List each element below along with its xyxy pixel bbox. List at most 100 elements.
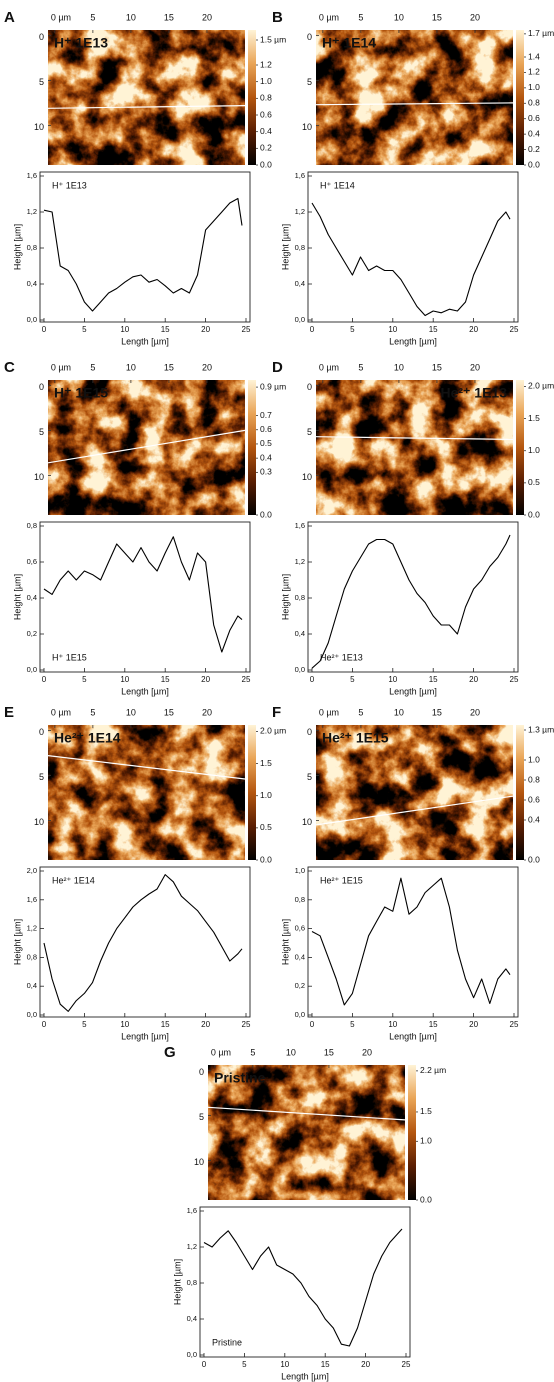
colorbar-label: 0.6 [260, 424, 272, 434]
y-tick-label: 1,6 [187, 1206, 197, 1215]
y-tick-label: 10 [34, 817, 44, 827]
map-title: H⁺ 1E14 [322, 35, 376, 51]
x-tick-label: 20 [201, 675, 210, 684]
colorbar-label: 2.0 µm [260, 726, 286, 736]
x-tick-label: 10 [388, 1020, 397, 1029]
colorbar-label: 0.7 [260, 410, 272, 420]
x-axis-label: Length [µm] [389, 336, 437, 346]
x-tick-label: 15 [321, 1360, 330, 1369]
y-tick-label: 1,2 [295, 557, 305, 566]
profile-line [47, 755, 246, 780]
y-tick-label: 5 [307, 427, 312, 437]
y-tick-label: 10 [302, 122, 312, 132]
y-tick-label: 0,2 [27, 629, 37, 638]
x-tick-label: 15 [432, 12, 442, 22]
colorbar-label: 0.5 [260, 438, 272, 448]
y-tick-label: 0 [39, 32, 44, 42]
colorbar-label: 0.4 [528, 814, 540, 824]
profile-line [315, 102, 514, 106]
height-profile [43, 536, 243, 653]
y-tick-label: 1,2 [27, 207, 37, 216]
panel: G Pristine 0 µm 5 10 15 20 0 5 10 2.2 µm 1.5 1.0 0.0 0… [164, 1044, 446, 1381]
profile-annotation: Pristine [212, 1337, 242, 1347]
colorbar-label: 0.4 [260, 126, 272, 136]
afm-map [48, 30, 245, 165]
x-tick-label: 20 [469, 675, 478, 684]
colorbar-label: 1.0 [528, 445, 540, 455]
y-tick-label: 0 [307, 382, 312, 392]
x-tick-label: 5 [90, 12, 95, 22]
x-tick-label: 15 [161, 325, 170, 334]
x-tick-label: 15 [161, 1020, 170, 1029]
colorbar [248, 30, 256, 165]
y-tick-label: 0,4 [295, 629, 305, 638]
profile-line [47, 429, 246, 464]
x-tick-label: 0 µm [211, 1047, 231, 1057]
panel: F He²⁺ 1E15 0 µm 5 10 15 20 0 5 10 1.3 µm 1.0 0.8 0.6… [272, 704, 554, 1041]
y-tick-label: 0,8 [27, 952, 37, 961]
x-tick-label: 20 [202, 12, 212, 22]
y-tick-label: 0,0 [295, 1010, 305, 1019]
y-tick-label: 5 [307, 77, 312, 87]
x-tick-label: 20 [469, 325, 478, 334]
plot-frame [199, 1206, 411, 1358]
y-tick-label: 0,0 [187, 1350, 197, 1359]
afm-map [48, 725, 245, 860]
colorbar [516, 380, 524, 515]
map-title: He²⁺ 1E14 [54, 730, 121, 746]
colorbar-label: 0.6 [260, 109, 272, 119]
x-tick-label: 15 [324, 1047, 334, 1057]
x-tick-label: 0 [202, 1360, 207, 1369]
colorbar-label: 1.5 [420, 1106, 432, 1116]
colorbar-label: 0.5 [528, 477, 540, 487]
y-tick-label: 0 [199, 1067, 204, 1077]
x-tick-label: 10 [120, 675, 129, 684]
colorbar [248, 725, 256, 860]
y-tick-label: 0,0 [27, 315, 37, 324]
afm-map [316, 30, 513, 165]
x-axis-label: Length [µm] [281, 1371, 329, 1381]
panel: E He²⁺ 1E14 0 µm 5 10 15 20 0 5 10 2.0 µm 1.5 1.0 0.5… [4, 704, 286, 1041]
colorbar-label: 0.8 [528, 774, 540, 784]
y-axis-label: Height [µm] [280, 574, 290, 620]
afm-map [48, 380, 245, 515]
x-tick-label: 25 [242, 325, 251, 334]
panel-label: B [272, 9, 283, 26]
x-tick-label: 5 [82, 675, 87, 684]
colorbar-label: 0.0 [420, 1194, 432, 1204]
x-tick-label: 15 [164, 12, 174, 22]
y-tick-label: 0,4 [27, 981, 37, 990]
colorbar-label: 0.0 [528, 159, 540, 169]
colorbar-label: 0.3 [260, 467, 272, 477]
x-tick-label: 20 [202, 362, 212, 372]
panel-label: A [4, 9, 15, 26]
y-tick-label: 0,4 [295, 952, 305, 961]
x-tick-label: 0 [310, 675, 315, 684]
x-tick-label: 25 [510, 325, 519, 334]
colorbar-label: 0.8 [528, 98, 540, 108]
y-axis-label: Height [µm] [12, 224, 22, 270]
plot-frame [39, 171, 251, 323]
y-tick-label: 1,6 [295, 521, 305, 530]
panel: B H⁺ 1E14 0 µm 5 10 15 20 0 5 10 1.7 µm 1.4 1.2 1.0 0.… [272, 9, 554, 346]
x-tick-label: 10 [126, 362, 136, 372]
x-tick-label: 25 [242, 675, 251, 684]
y-tick-label: 1,6 [27, 895, 37, 904]
y-tick-label: 0,8 [295, 895, 305, 904]
colorbar-label: 0.5 [260, 822, 272, 832]
map-title: He²⁺ 1E15 [322, 730, 389, 746]
panel: D He²⁺ 1E13 0 µm 5 10 15 20 0 5 10 2.0 µm 1.5 1.0 0.5… [272, 359, 554, 696]
panel-label: F [272, 704, 281, 721]
x-tick-label: 15 [432, 707, 442, 717]
x-tick-label: 5 [250, 1047, 255, 1057]
x-tick-label: 10 [388, 325, 397, 334]
y-tick-label: 1,2 [27, 924, 37, 933]
colorbar-label: 0.8 [260, 93, 272, 103]
x-axis-label: Length [µm] [389, 1031, 437, 1041]
x-tick-label: 0 [310, 1020, 315, 1029]
colorbar-label: 2.2 µm [420, 1065, 446, 1075]
colorbar-label: 0.4 [528, 128, 540, 138]
y-tick-label: 1,0 [295, 866, 305, 875]
profile-annotation: He²⁺ 1E14 [52, 875, 95, 885]
y-tick-label: 0 [307, 727, 312, 737]
